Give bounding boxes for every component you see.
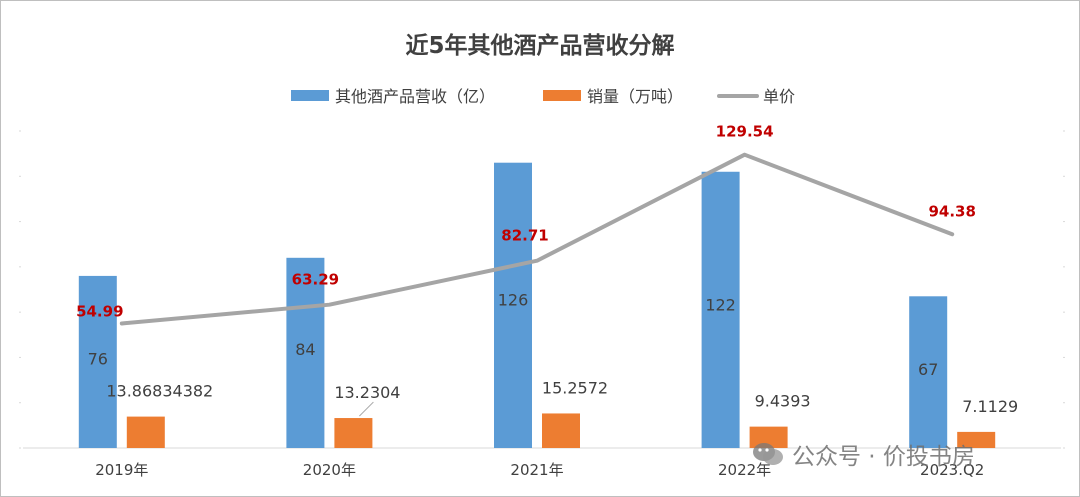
bar-revenue [494, 162, 532, 448]
bar-revenue-label: 122 [705, 295, 736, 314]
price-label: 63.29 [292, 271, 339, 289]
bar-volume-label: 13.86834382 [106, 382, 213, 401]
bar-volume-label: 7.1129 [962, 397, 1018, 416]
bar-revenue [78, 275, 117, 448]
legend-label-0: 其他酒产品营收（亿） [335, 87, 495, 106]
legend-swatch-1 [543, 90, 581, 101]
bar-revenue-label: 67 [918, 360, 938, 379]
legend-swatch-0 [291, 90, 329, 101]
bar-volume-label: 13.2304 [334, 383, 400, 402]
bar-revenue-label: 76 [88, 350, 108, 369]
x-tick-label: 2021年 [510, 461, 563, 479]
bar-volume [334, 418, 373, 448]
legend-label-1: 销量（万吨） [587, 87, 683, 106]
x-tick-label: 2022年 [718, 461, 771, 479]
bar-volume [957, 431, 996, 448]
bar-revenue-label: 84 [295, 340, 315, 359]
label-leader-line [359, 401, 374, 417]
watermark-text: 公众号 · 价投书房 [792, 444, 975, 470]
bar-volume-label: 9.4393 [755, 392, 811, 411]
bar-revenue [286, 257, 325, 448]
chart-title: 近5年其他酒产品营收分解 [405, 32, 674, 59]
legend-label-2: 单价 [763, 87, 795, 106]
price-label: 129.54 [716, 123, 774, 141]
bar-revenue-label: 126 [498, 291, 529, 310]
bar-volume [749, 426, 788, 448]
watermark: 公众号 · 价投书房 [752, 436, 975, 472]
price-label: 54.99 [76, 302, 123, 320]
price-label: 82.71 [501, 227, 548, 245]
x-tick-label: 2019年 [95, 461, 148, 479]
bar-volume-label: 15.2572 [542, 378, 608, 397]
x-tick-label: 2020年 [303, 461, 356, 479]
bar-volume [126, 416, 165, 448]
bar-revenue [701, 171, 740, 448]
price-label: 94.38 [928, 202, 975, 220]
bar-volume [542, 413, 580, 448]
x-tick-label: 2023.Q2 [920, 461, 984, 479]
wechat-icon [752, 441, 784, 467]
bar-revenue [909, 296, 948, 448]
